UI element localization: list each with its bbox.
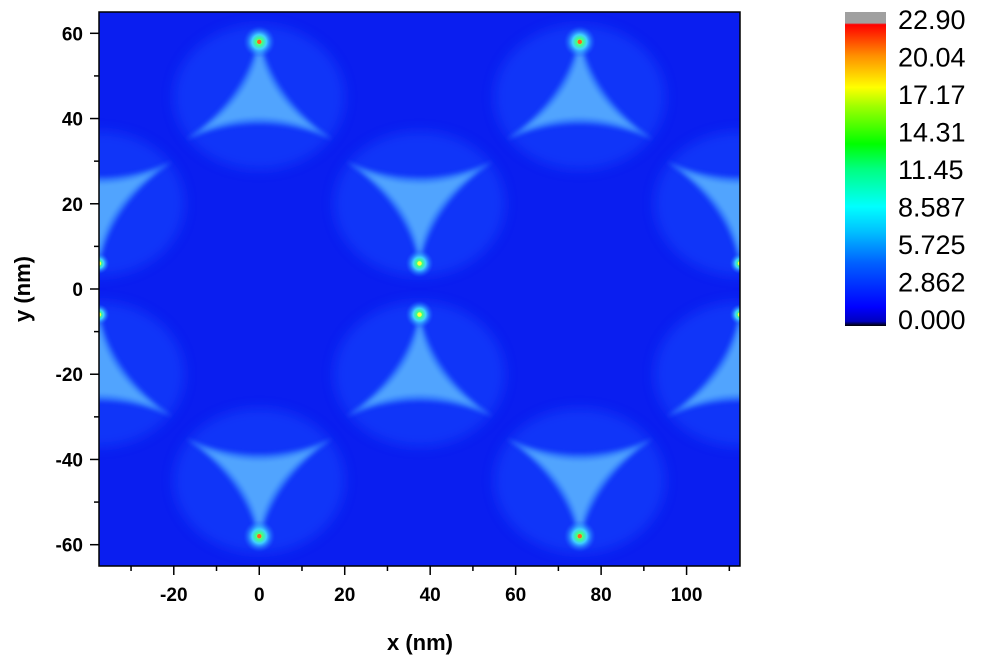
- y-tick-label: 20: [62, 195, 83, 216]
- x-tick-label: 40: [420, 585, 441, 606]
- y-tick-label: 60: [62, 24, 83, 45]
- x-tick-label: 0: [254, 585, 265, 606]
- x-axis: -20 0 20 40 60 80 100: [130, 566, 731, 606]
- hotspot: [729, 304, 740, 326]
- colorbar: 22.90 20.04 17.17 14.31 11.45 8.587 5.725 2.862…: [845, 5, 966, 335]
- field-star-inner: [681, 170, 740, 256]
- field-star-inner: [521, 447, 639, 533]
- y-tick-label: -60: [56, 536, 83, 557]
- colorbar-label: 17.17: [898, 80, 966, 110]
- hotspot: [729, 252, 740, 274]
- hotspot-core: [577, 39, 582, 45]
- x-tick-label: 80: [591, 585, 612, 606]
- hotspot: [99, 304, 110, 326]
- hotspot: [99, 252, 110, 274]
- hotspot-core: [417, 312, 422, 317]
- y-tick-label: 0: [72, 280, 83, 301]
- x-tick-label: 60: [505, 585, 526, 606]
- field-pattern: [99, 24, 740, 554]
- colorbar-label: 22.90: [898, 5, 966, 35]
- x-axis-title: x (nm): [387, 630, 453, 655]
- field-star-inner: [99, 170, 158, 256]
- x-tick-label: 100: [671, 585, 703, 606]
- colorbar-label: 14.31: [898, 118, 966, 148]
- field-star-inner: [200, 447, 318, 533]
- field-star-inner: [361, 322, 478, 408]
- x-tick-label: 20: [334, 585, 355, 606]
- hotspot-core: [417, 261, 422, 266]
- colorbar-label: 5.725: [898, 230, 966, 260]
- x-tick-label: -20: [160, 585, 187, 606]
- field-star-inner: [200, 45, 318, 131]
- field-star-inner: [681, 322, 740, 408]
- y-axis-title: y (nm): [10, 256, 35, 322]
- colorbar-label: 8.587: [898, 193, 966, 223]
- y-axis: -60 -40 -20 0 20 40 60: [56, 24, 99, 557]
- field-star-inner: [361, 170, 478, 256]
- colorbar-labels: 22.90 20.04 17.17 14.31 11.45 8.587 5.725 2.862…: [898, 5, 966, 335]
- y-tick-label: -20: [56, 365, 83, 386]
- plot-area: [99, 12, 740, 566]
- y-tick-label: 40: [62, 110, 83, 131]
- colorbar-label: 2.862: [898, 268, 966, 298]
- hotspot-core: [257, 533, 262, 539]
- hotspot-core: [257, 39, 262, 45]
- hotspot-core: [577, 533, 582, 539]
- field-star-inner: [521, 45, 639, 131]
- colorbar-label: 20.04: [898, 43, 966, 73]
- colorbar-label: 0.000: [898, 305, 966, 335]
- colorbar-label: 11.45: [898, 155, 964, 185]
- colorbar-gradient: [845, 12, 886, 326]
- field-star-inner: [99, 322, 158, 408]
- y-tick-label: -40: [56, 450, 83, 471]
